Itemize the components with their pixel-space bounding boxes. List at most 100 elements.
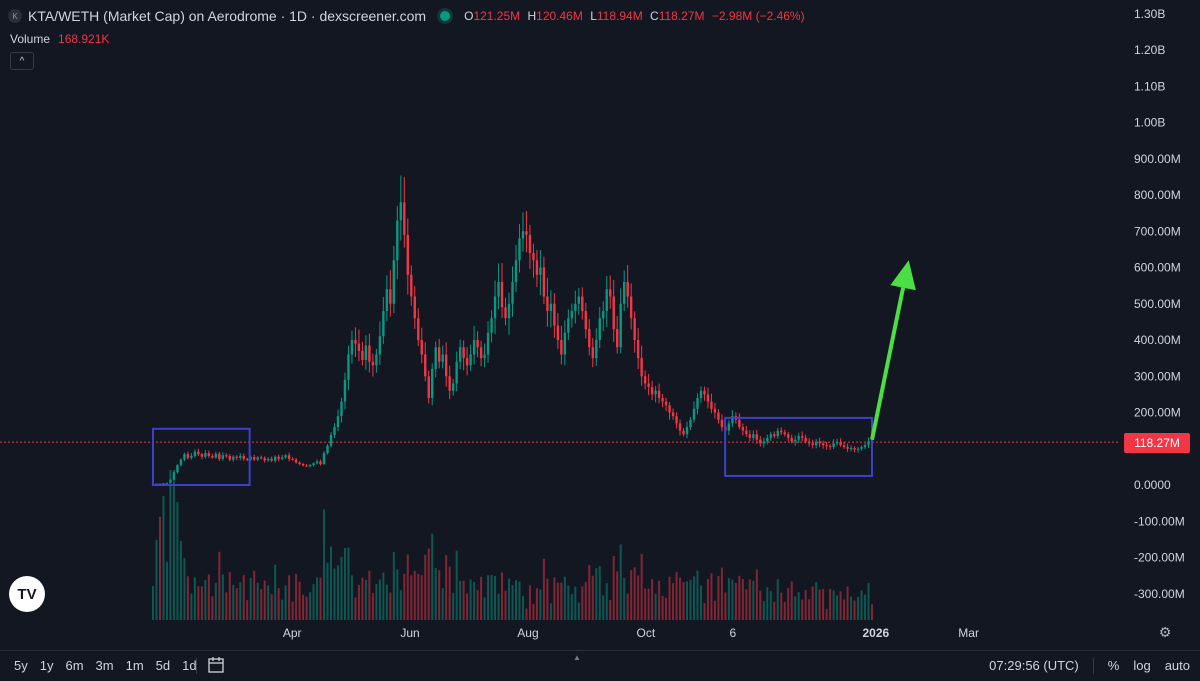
volume-bar (780, 592, 783, 620)
volume-bar (839, 591, 842, 620)
volume-bar (155, 539, 158, 620)
candle-body (486, 332, 490, 355)
gear-icon[interactable]: ⚙ (1158, 624, 1172, 640)
volume-bar (850, 596, 853, 620)
volume-bar (249, 578, 252, 620)
range-button-1y[interactable]: 1y (39, 658, 54, 673)
volume-bar (804, 590, 807, 620)
low-value: 118.94M (596, 9, 643, 23)
volume-bar (459, 580, 462, 620)
y-tick-label: 800.00M (1134, 188, 1181, 202)
range-button-1d[interactable]: 1d (182, 658, 197, 673)
candle-body (305, 465, 308, 467)
collapse-legend-button[interactable]: ^ (10, 52, 34, 70)
price-axis[interactable]: 1.30B 1.20B 1.10B 1.00B 900.00M 800.00M 700.00… (1134, 7, 1185, 601)
volume-bar (717, 576, 720, 620)
candle-body (720, 419, 724, 427)
candle-body (183, 454, 186, 460)
volume-bar (284, 585, 287, 620)
tradingview-logo[interactable]: TV (9, 576, 45, 612)
candle-body (818, 441, 821, 444)
range-button-5y[interactable]: 5y (14, 658, 28, 673)
volume-bar (316, 577, 319, 620)
auto-toggle[interactable]: auto (1164, 658, 1190, 673)
volume-bar (169, 470, 172, 620)
candle-body (814, 441, 818, 446)
volume-bar (668, 576, 671, 620)
volume-bar (672, 583, 675, 620)
volume-bar (239, 582, 242, 620)
volume-bar (539, 589, 542, 620)
candle-body (336, 416, 340, 427)
annotation-arrow-head[interactable] (890, 260, 916, 291)
candle-body (640, 358, 643, 377)
range-button-1m[interactable]: 1m (125, 658, 144, 673)
range-button-3m[interactable]: 3m (95, 658, 114, 673)
volume-bar (549, 603, 552, 620)
volume-bar (197, 586, 200, 620)
high-label: H (527, 9, 537, 23)
volume-bar (731, 579, 734, 620)
range-button-6m[interactable]: 6m (65, 658, 84, 673)
market-status-icon[interactable] (440, 11, 451, 21)
candle-body (469, 354, 472, 366)
x-tick-label: Apr (283, 626, 302, 640)
volume-bar (525, 608, 528, 620)
volume-bar (801, 599, 804, 620)
candle-body (266, 458, 270, 461)
x-tick-label: 6 (729, 626, 736, 640)
volume-bar (811, 586, 814, 620)
close-value: 118.27M (658, 9, 705, 23)
y-tick-label: 900.00M (1134, 152, 1181, 166)
candle-body (591, 347, 594, 359)
range-button-5d[interactable]: 5d (155, 658, 171, 673)
candle-body (427, 376, 430, 398)
candle-body (706, 394, 710, 402)
volume-bar (218, 551, 221, 620)
toolbar-divider (1092, 658, 1094, 674)
volume-bar (675, 572, 678, 620)
candle-body (807, 441, 811, 444)
candle-body (193, 451, 197, 456)
volume-bar (274, 564, 277, 620)
volume-bar (619, 544, 622, 620)
candle-body (703, 390, 706, 395)
resize-handle-icon[interactable]: ▲ (573, 653, 581, 662)
volume-bar (612, 555, 615, 620)
percent-toggle[interactable]: % (1107, 658, 1120, 673)
volume-bar (504, 590, 507, 620)
volume-bar (686, 581, 689, 620)
candle-body (752, 434, 755, 438)
log-toggle[interactable]: log (1133, 658, 1151, 673)
candle-body (256, 457, 259, 460)
calendar-icon[interactable] (207, 656, 225, 674)
y-tick-label: 1.20B (1134, 43, 1165, 57)
candlestick-series (151, 175, 874, 485)
volume-bar (815, 581, 818, 620)
volume-bar (616, 571, 619, 620)
clock-time[interactable]: 07:29:56 (UTC) (989, 658, 1079, 673)
candle-body (350, 340, 354, 355)
candle-body (385, 289, 389, 311)
volume-bar (483, 597, 486, 620)
volume-bar (371, 593, 374, 620)
volume-bar (228, 572, 231, 620)
y-tick-label: -300.00M (1134, 587, 1185, 601)
time-axis[interactable]: Apr Jun Aug Oct 6 2026 Mar (283, 626, 979, 640)
candle-body (403, 202, 406, 235)
volume-bar (406, 554, 409, 620)
annotation-box[interactable] (724, 416, 874, 477)
volume-bar (602, 595, 605, 620)
volume-bar (382, 572, 385, 620)
candle-body (368, 345, 371, 362)
volume-bar (413, 570, 416, 620)
annotation-arrow-shaft[interactable] (870, 287, 906, 441)
current-price-tag: 118.27M (1124, 433, 1190, 453)
volume-bar (263, 580, 266, 620)
annotation-box[interactable] (152, 427, 251, 486)
candle-body (574, 303, 577, 311)
bottom-right-controls: 07:29:56 (UTC) % log auto (989, 658, 1190, 674)
candle-body (253, 457, 256, 460)
candle-body (263, 458, 266, 461)
